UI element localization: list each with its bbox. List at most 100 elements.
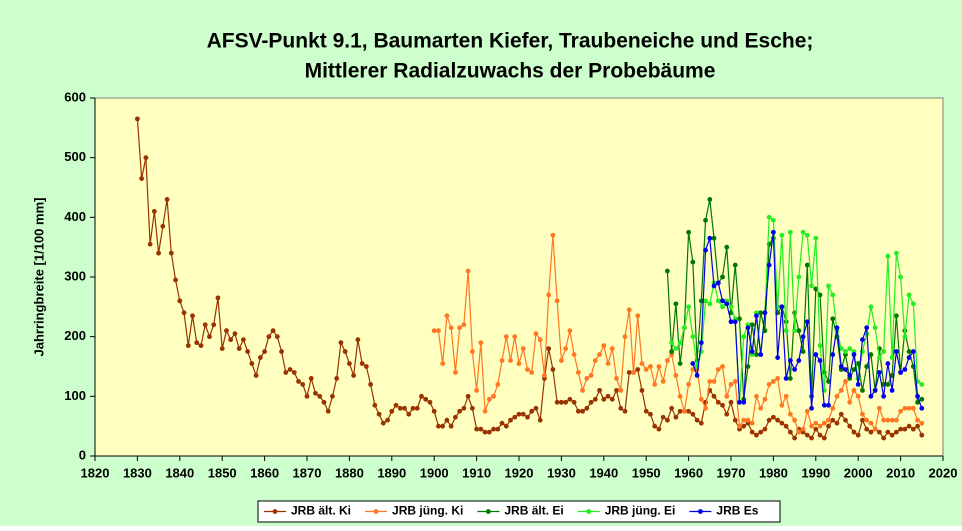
data-point [503, 334, 509, 340]
data-point [906, 349, 912, 354]
data-point [478, 426, 484, 432]
data-point [860, 417, 865, 423]
data-point [720, 364, 725, 369]
data-point [855, 382, 861, 387]
data-point [720, 304, 725, 310]
data-point [893, 313, 899, 319]
data-point [660, 414, 666, 420]
data-point [754, 352, 759, 357]
data-point [728, 319, 734, 325]
data-point [881, 393, 887, 399]
data-point [889, 417, 895, 423]
data-point [542, 373, 547, 378]
chart-title: AFSV-Punkt 9.1, Baumarten Kiefer, Traube… [207, 30, 814, 53]
data-point [898, 426, 903, 432]
data-point [457, 408, 463, 414]
data-point [838, 387, 844, 393]
data-point [779, 420, 785, 426]
x-tick-label: 1990 [801, 465, 830, 480]
data-point [847, 423, 853, 429]
data-point [732, 417, 738, 423]
data-point [224, 328, 229, 334]
data-point [457, 325, 463, 331]
data-point [817, 423, 823, 429]
data-point [732, 262, 738, 268]
data-point [635, 367, 641, 372]
data-point [804, 319, 810, 325]
data-point [868, 393, 874, 399]
data-point [249, 361, 255, 366]
data-point [453, 414, 458, 420]
data-point [796, 358, 802, 363]
data-point [889, 387, 895, 393]
data-point [431, 328, 437, 334]
data-point [830, 405, 836, 411]
data-point [236, 346, 242, 351]
data-point [656, 426, 662, 432]
data-point [703, 217, 708, 223]
x-tick-label: 1900 [420, 465, 449, 480]
data-point [580, 387, 585, 393]
data-point [440, 361, 446, 366]
data-point [368, 382, 373, 387]
data-point [347, 361, 352, 366]
data-point [766, 262, 772, 268]
data-point [834, 420, 840, 426]
data-point [792, 328, 797, 334]
data-point [270, 328, 276, 334]
data-point [520, 411, 526, 417]
data-point [559, 399, 564, 405]
data-point [902, 405, 908, 411]
data-point [686, 382, 691, 387]
data-point [915, 393, 920, 399]
data-point [694, 417, 700, 423]
data-point [754, 313, 759, 319]
data-point [796, 274, 802, 280]
data-point [660, 379, 666, 384]
data-point [851, 387, 857, 393]
y-tick-label: 0 [79, 447, 86, 462]
data-point [893, 349, 899, 354]
data-point [575, 370, 581, 375]
data-point [741, 423, 747, 429]
data-point [834, 393, 840, 399]
data-point [698, 396, 704, 402]
data-point [741, 417, 747, 423]
data-point [431, 408, 437, 414]
data-point [826, 379, 831, 384]
data-point [826, 402, 831, 408]
data-point [720, 402, 725, 408]
data-point [529, 408, 535, 414]
data-point [571, 399, 577, 405]
data-point [787, 411, 793, 417]
data-point [826, 423, 831, 429]
legend-label: JRB Es [716, 504, 758, 518]
x-tick-label: 1890 [377, 465, 406, 480]
chart-subtitle: Mittlerer Radialzuwachs der Probebäume [305, 60, 716, 83]
data-point [771, 379, 776, 384]
x-tick-label: 1970 [717, 465, 746, 480]
data-point [690, 334, 696, 340]
data-point [469, 349, 475, 354]
data-point [698, 420, 704, 426]
data-point [393, 402, 399, 408]
data-point [423, 396, 429, 402]
data-point [758, 310, 764, 316]
data-point [622, 408, 628, 414]
data-point [902, 426, 908, 432]
legend-label: JRB jüng. Ki [392, 504, 463, 518]
data-point [787, 429, 793, 435]
data-point [414, 405, 420, 411]
data-point [910, 301, 916, 307]
data-point [397, 405, 403, 411]
data-point [681, 325, 687, 331]
data-point [453, 370, 458, 375]
data-point [232, 331, 238, 337]
data-point [745, 417, 751, 423]
data-point [868, 429, 874, 435]
data-point [207, 334, 212, 340]
data-point [703, 247, 708, 253]
data-point [592, 396, 598, 402]
data-point [673, 346, 679, 351]
data-point [287, 367, 293, 372]
